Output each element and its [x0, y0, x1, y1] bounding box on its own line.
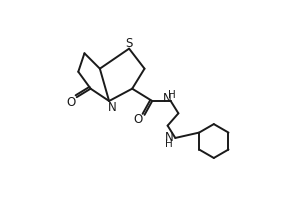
Text: H: H [165, 139, 173, 149]
Text: S: S [125, 37, 133, 50]
Text: N: N [163, 92, 172, 105]
Text: O: O [134, 113, 143, 126]
Text: H: H [168, 90, 176, 100]
Text: N: N [165, 131, 173, 144]
Text: O: O [66, 96, 75, 109]
Text: N: N [108, 101, 116, 114]
